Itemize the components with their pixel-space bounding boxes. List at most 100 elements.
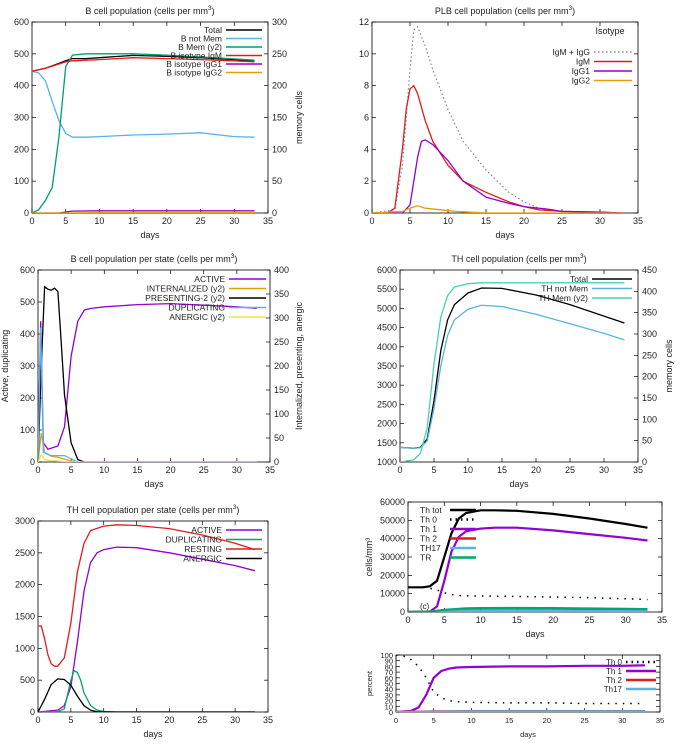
x-tick-label: 35 xyxy=(263,715,273,725)
series-line-th-1 xyxy=(408,528,648,612)
y-tick-label: 0 xyxy=(30,457,35,467)
x-tick-label: 25 xyxy=(557,216,567,226)
y2-tick-label: 200 xyxy=(642,372,657,382)
legend-label: TH Mem (y2) xyxy=(538,293,588,303)
plot-frame xyxy=(32,22,268,213)
y-tick-label: 1500 xyxy=(15,612,35,622)
series-line-th-mem-y2- xyxy=(400,283,624,462)
x-tick-label: 25 xyxy=(580,716,588,725)
series-line-b-not-mem xyxy=(32,71,255,137)
legend-label: ACTIVE xyxy=(191,525,222,535)
y-tick-label: 0 xyxy=(30,707,35,717)
x-tick-label: 5 xyxy=(63,216,68,226)
x-axis-label: days xyxy=(143,729,163,739)
y-tick-label: 100 xyxy=(14,176,29,186)
legend-label: Th17 xyxy=(604,685,623,694)
y-tick-label: 200 xyxy=(20,393,35,403)
x-tick-label: 25 xyxy=(584,615,594,625)
legend-label: Th 2 xyxy=(606,676,623,685)
x-tick-label: 10 xyxy=(463,465,473,475)
y2-tick-label: 350 xyxy=(642,308,657,318)
y2-axis-label: memory cells xyxy=(664,339,674,393)
legend-label: TH17 xyxy=(420,543,441,553)
chart-title: TH cell population (cells per mm3) xyxy=(451,253,586,264)
legend-label: B isotype IgG2 xyxy=(166,68,222,78)
y-tick-label: 500 xyxy=(20,297,35,307)
y-tick-label: 0 xyxy=(24,208,29,218)
y2-tick-label: 350 xyxy=(274,289,289,299)
series-line-active xyxy=(38,547,255,712)
x-tick-label: 30 xyxy=(230,715,240,725)
y-tick-label: 3000 xyxy=(377,380,397,390)
chart-title-end: ) xyxy=(234,254,237,264)
y-tick-label: 300 xyxy=(20,361,35,371)
chart-title-end: ) xyxy=(236,505,239,515)
legend-label: Th 0 xyxy=(420,515,437,525)
y-tick-label: 500 xyxy=(14,49,29,59)
x-tick-label: 5 xyxy=(442,615,447,625)
legend-label: IgM xyxy=(576,57,590,67)
x-tick-label: 0 xyxy=(394,716,398,725)
x-tick-label: 30 xyxy=(599,465,609,475)
series-line-duplicating xyxy=(38,671,255,712)
y-tick-label: 2 xyxy=(364,176,369,186)
y-tick-label: 2500 xyxy=(377,399,397,409)
series-line-igg1 xyxy=(372,140,623,213)
y2-tick-label: 0 xyxy=(642,457,647,467)
y2-tick-label: 200 xyxy=(274,361,289,371)
y-tick-label: 500 xyxy=(20,675,35,685)
x-tick-label: 20 xyxy=(519,216,529,226)
x-tick-label: 5 xyxy=(432,716,436,725)
legend-label: Th 0 xyxy=(606,658,623,667)
x-tick-label: 30 xyxy=(232,465,242,475)
chart-title: PLB cell population (cells per mm3) xyxy=(435,5,575,16)
legend-label: DUPLICATING xyxy=(165,535,222,545)
x-tick-label: 35 xyxy=(656,716,664,725)
y2-tick-label: 100 xyxy=(642,414,657,424)
legend-label: IgM + IgG xyxy=(552,47,590,57)
x-axis-label: days xyxy=(495,230,515,240)
x-tick-label: 5 xyxy=(69,465,74,475)
x-tick-label: 0 xyxy=(29,216,34,226)
y-tick-label: 0 xyxy=(400,607,405,617)
y-tick-label: 40000 xyxy=(380,534,405,544)
y2-tick-label: 400 xyxy=(274,265,289,275)
y2-tick-label: 100 xyxy=(274,409,289,419)
legend-label: DUPLICATING xyxy=(168,303,225,313)
series-line-th-0 xyxy=(408,587,648,599)
x-tick-label: 30 xyxy=(621,615,631,625)
plot-frame xyxy=(400,270,638,462)
x-tick-label: 0 xyxy=(397,465,402,475)
y2-tick-label: 100 xyxy=(272,144,287,154)
y-tick-label: 400 xyxy=(14,81,29,91)
y-tick-label: 3500 xyxy=(377,361,397,371)
legend-header: Isotype xyxy=(595,26,624,36)
y-tick-label: 12 xyxy=(359,17,369,27)
x-tick-label: 35 xyxy=(657,615,667,625)
x-tick-label: 25 xyxy=(565,465,575,475)
y2-tick-label: 50 xyxy=(642,436,652,446)
x-tick-label: 20 xyxy=(543,716,551,725)
chart-title: B cell population per state (cells per m… xyxy=(71,253,238,264)
legend-label: ACTIVE xyxy=(194,274,225,284)
legend-label: IgG1 xyxy=(572,66,591,76)
y2-tick-label: 450 xyxy=(642,265,657,275)
y-tick-label: 6000 xyxy=(377,265,397,275)
y-tick-label: 30000 xyxy=(380,552,405,562)
x-tick-label: 10 xyxy=(467,716,475,725)
x-axis-label: days xyxy=(520,730,536,739)
y2-tick-label: 250 xyxy=(274,337,289,347)
x-axis-label: days xyxy=(509,479,529,489)
x-tick-label: 25 xyxy=(197,715,207,725)
x-tick-label: 15 xyxy=(128,216,138,226)
y2-axis-label: memory cells xyxy=(294,91,304,145)
x-axis-label: days xyxy=(140,230,160,240)
x-tick-label: 10 xyxy=(99,715,109,725)
y2-tick-label: 50 xyxy=(274,433,284,443)
x-tick-label: 20 xyxy=(531,465,541,475)
y-tick-label: 8 xyxy=(364,81,369,91)
